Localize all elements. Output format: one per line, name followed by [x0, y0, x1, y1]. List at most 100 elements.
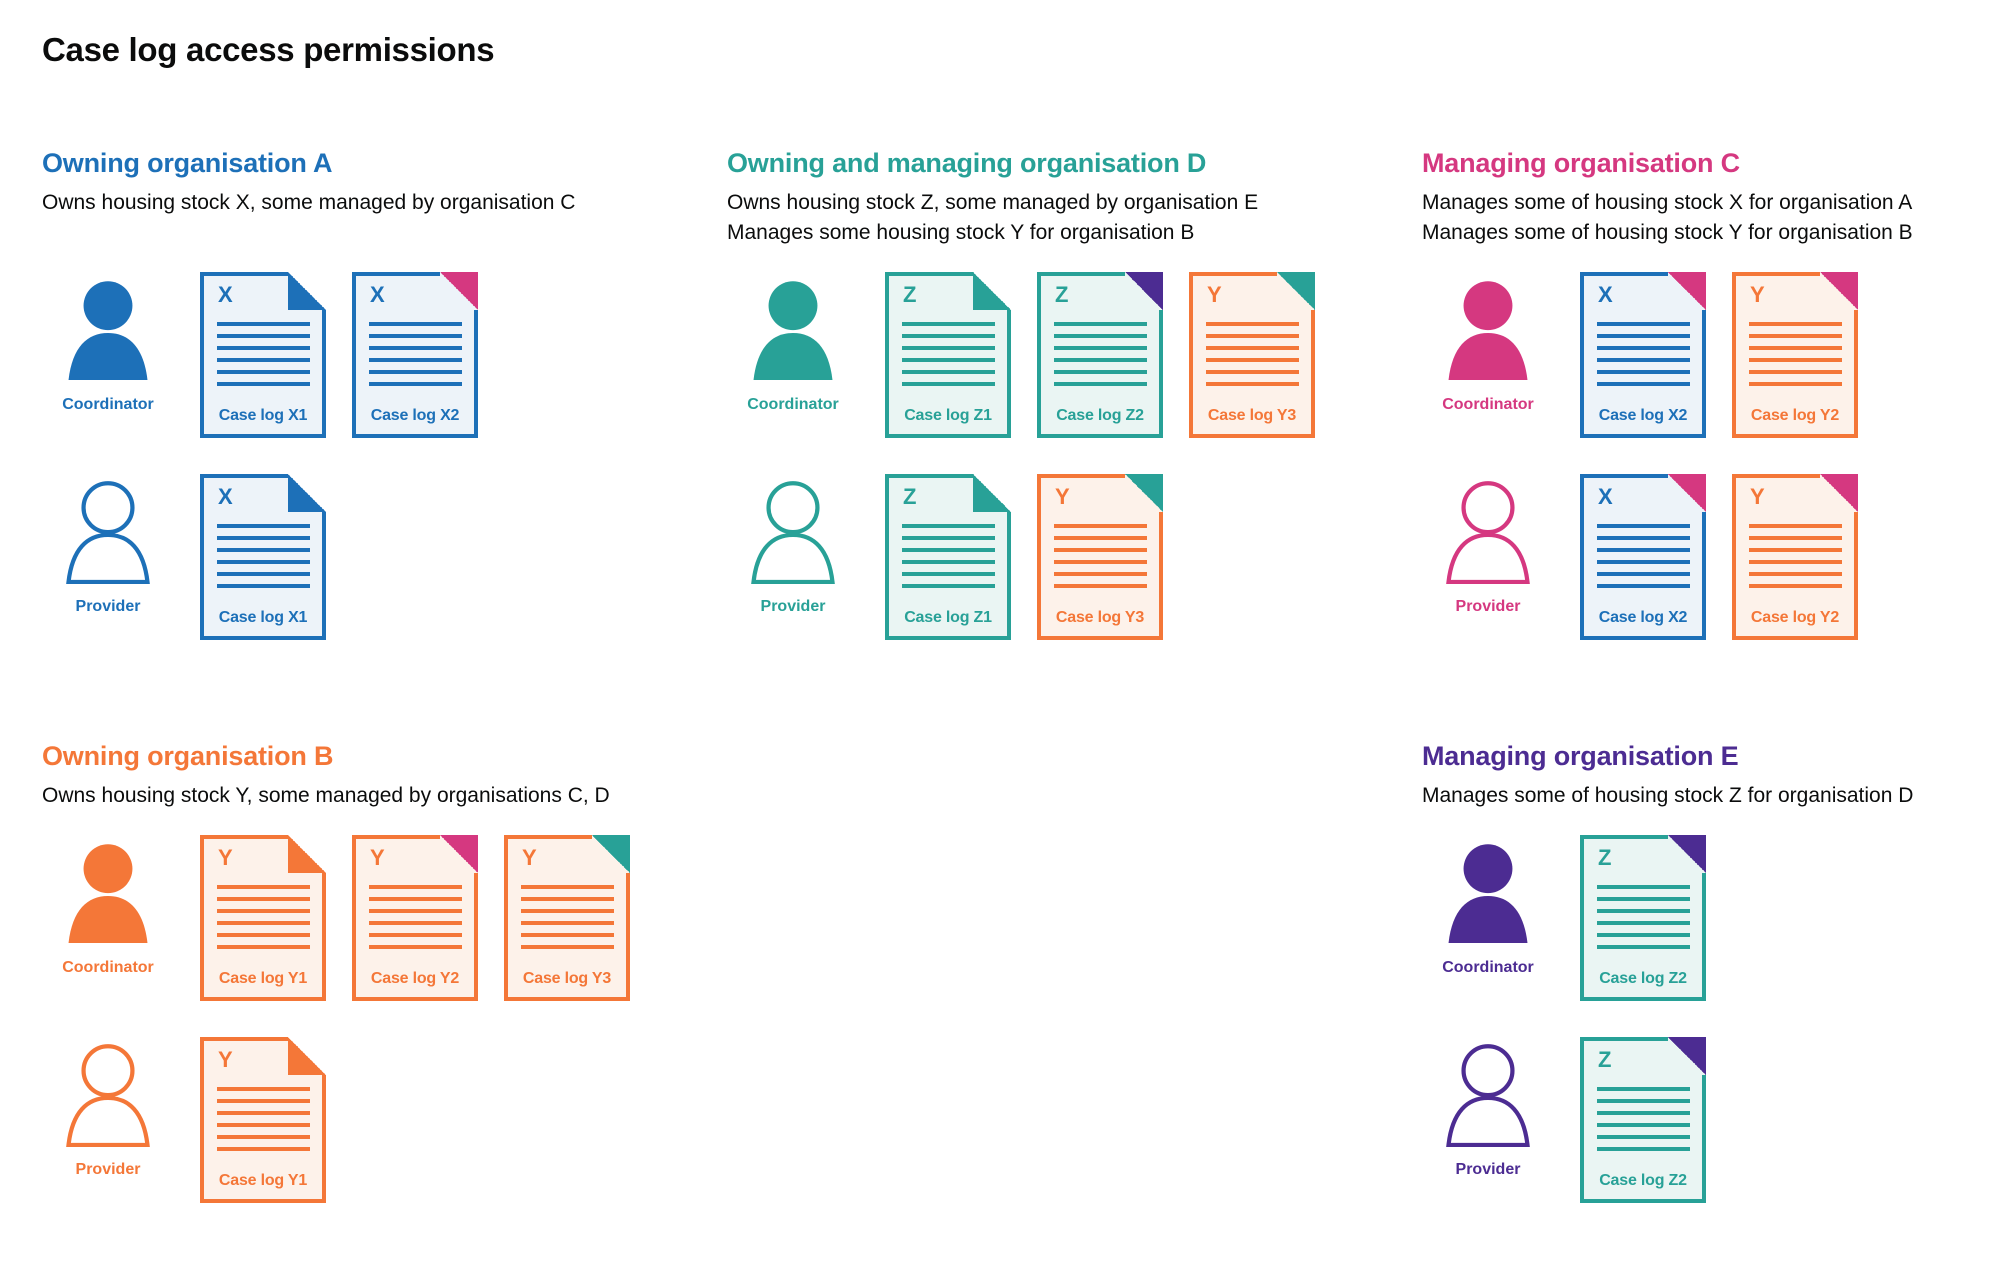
stock-letter: X — [1598, 282, 1613, 307]
org-rows: Coordinator X Case log X2 Y Case log Y2 … — [1422, 272, 2000, 640]
org-description: Owns housing stock Z, some managed by or… — [727, 188, 1367, 272]
role-row: Provider Z Case log Z1 Y Case log Y3 — [727, 474, 1367, 640]
org-description: Owns housing stock X, some managed by or… — [42, 188, 682, 272]
org-description: Owns housing stock Y, some managed by or… — [42, 781, 682, 835]
case-log-label: Case log Y3 — [1055, 609, 1145, 626]
folded-corner-icon — [1820, 272, 1858, 310]
org-description: Manages some of housing stock X for orga… — [1422, 188, 2000, 272]
provider-icon — [66, 1044, 150, 1148]
case-log-document: Y Case log Y1 — [200, 835, 326, 1001]
stock-letter: Y — [218, 845, 233, 870]
folded-corner-icon — [1125, 272, 1163, 310]
person: Coordinator — [1422, 835, 1554, 977]
stock-letter: Y — [370, 845, 385, 870]
case-log-document: Y Case log Y2 — [352, 835, 478, 1001]
role-label: Coordinator — [1442, 959, 1534, 976]
case-log-document: Z Case log Z2 — [1580, 1037, 1706, 1203]
case-log-documents: Z Case log Z1 Y Case log Y3 — [885, 474, 1163, 640]
case-log-document: Y Case log Y2 — [1732, 474, 1858, 640]
role-label: Coordinator — [62, 959, 154, 976]
case-log-document: Z Case log Z2 — [1580, 835, 1706, 1001]
stock-letter: X — [218, 484, 233, 509]
case-log-documents: X Case log X2 Y Case log Y2 — [1580, 474, 1858, 640]
provider-icon — [1446, 1044, 1530, 1148]
person: Coordinator — [727, 272, 859, 414]
role-label: Coordinator — [62, 396, 154, 413]
document-lines-icon — [217, 322, 310, 386]
role-label: Provider — [1455, 1161, 1521, 1178]
coordinator-icon — [68, 281, 148, 380]
stock-letter: X — [370, 282, 385, 307]
document-lines-icon — [1206, 322, 1299, 386]
person: Provider — [42, 474, 174, 616]
org-name: Managing organisation E — [1422, 741, 1739, 771]
org-section-org-c: Managing organisation C Manages some of … — [1422, 146, 2000, 676]
org-name: Owning and managing organisation D — [727, 148, 1207, 178]
case-log-documents: X Case log X1 — [200, 474, 326, 640]
person: Coordinator — [1422, 272, 1554, 414]
org-description-line: Owns housing stock X, some managed by or… — [42, 191, 576, 214]
case-log-label: Case log Z1 — [904, 609, 992, 626]
coordinator-icon — [68, 844, 148, 943]
document-lines-icon — [1054, 322, 1147, 386]
org-rows: Coordinator Z Case log Z2 Provider Z Cas… — [1422, 835, 2000, 1203]
case-log-label: Case log Z2 — [1599, 970, 1687, 987]
org-description: Manages some of housing stock Z for orga… — [1422, 781, 2000, 835]
role-label: Coordinator — [747, 396, 839, 413]
org-section-org-a: Owning organisation A Owns housing stock… — [42, 146, 682, 676]
folded-corner-icon — [440, 835, 478, 873]
document-lines-icon — [369, 885, 462, 949]
case-log-document: X Case log X2 — [1580, 272, 1706, 438]
stock-letter: Y — [522, 845, 537, 870]
case-log-document: X Case log X2 — [1580, 474, 1706, 640]
stock-letter: Z — [1598, 1047, 1612, 1072]
stock-letter: Y — [1750, 282, 1765, 307]
document-lines-icon — [217, 885, 310, 949]
person: Provider — [727, 474, 859, 616]
provider-icon — [1446, 481, 1530, 585]
org-rows: Coordinator Z Case log Z1 Z Case log Z2 … — [727, 272, 1367, 640]
stock-letter: X — [218, 282, 233, 307]
document-lines-icon — [217, 1087, 310, 1151]
org-description-line: Owns housing stock Z, some managed by or… — [727, 191, 1259, 214]
stock-letter: Y — [1055, 484, 1070, 509]
case-log-documents: X Case log X1 X Case log X2 — [200, 272, 478, 438]
document-lines-icon — [217, 524, 310, 588]
role-row: Coordinator X Case log X2 Y Case log Y2 — [1422, 272, 2000, 438]
case-log-document: X Case log X1 — [200, 474, 326, 640]
person: Coordinator — [42, 272, 174, 414]
provider-icon — [66, 481, 150, 585]
person: Provider — [1422, 1037, 1554, 1179]
case-log-documents: X Case log X2 Y Case log Y2 — [1580, 272, 1858, 438]
case-log-label: Case log Z1 — [904, 407, 992, 424]
folded-corner-icon — [440, 272, 478, 310]
role-row: Provider X Case log X1 — [42, 474, 682, 640]
case-log-document: Y Case log Y1 — [200, 1037, 326, 1203]
org-name: Owning organisation B — [42, 741, 334, 771]
org-section-org-e: Managing organisation E Manages some of … — [1422, 739, 2000, 1239]
role-label: Provider — [75, 598, 141, 615]
case-log-document: Y Case log Y2 — [1732, 272, 1858, 438]
folded-corner-icon — [288, 272, 326, 310]
coordinator-icon — [1448, 281, 1528, 380]
case-log-label: Case log Y2 — [1750, 609, 1840, 626]
case-log-label: Case log Y3 — [522, 970, 612, 987]
org-description-line: Manages some of housing stock Z for orga… — [1422, 784, 1914, 807]
stock-letter: X — [1598, 484, 1613, 509]
case-log-label: Case log X1 — [218, 407, 308, 424]
document-lines-icon — [1054, 524, 1147, 588]
org-description-line: Owns housing stock Y, some managed by or… — [42, 784, 610, 807]
case-log-document: Z Case log Z1 — [885, 272, 1011, 438]
coordinator-icon — [753, 281, 833, 380]
folded-corner-icon — [592, 835, 630, 873]
folded-corner-icon — [1668, 272, 1706, 310]
case-log-document: Y Case log Y3 — [1037, 474, 1163, 640]
role-row: Provider X Case log X2 Y Case log Y2 — [1422, 474, 2000, 640]
role-label: Provider — [1455, 598, 1521, 615]
document-lines-icon — [1597, 885, 1690, 949]
folded-corner-icon — [973, 474, 1011, 512]
page-title: Case log access permissions — [42, 31, 495, 68]
org-section-org-b: Owning organisation B Owns housing stock… — [42, 739, 682, 1239]
case-log-documents: Y Case log Y1 — [200, 1037, 326, 1203]
document-lines-icon — [1749, 322, 1842, 386]
